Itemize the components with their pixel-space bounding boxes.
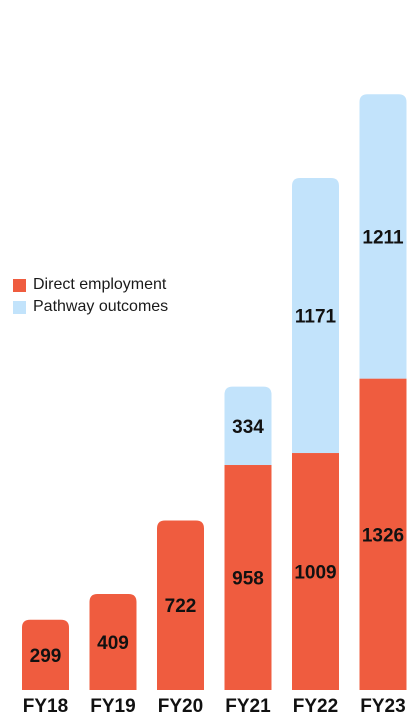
- bar-direct-employment-fy21: [224, 465, 272, 690]
- data-label-pathway-outcomes-fy22: 1171: [295, 307, 337, 328]
- data-label-direct-employment-fy22: 1009: [294, 563, 336, 584]
- x-tick-label-fy19: FY19: [90, 696, 135, 717]
- legend-swatch-direct-employment: [13, 278, 26, 292]
- x-tick-label-fy23: FY23: [360, 696, 405, 717]
- x-tick-label-fy21: FY21: [225, 696, 271, 717]
- bar-direct-employment-fy18: [22, 619, 69, 690]
- bar-pathway-outcomes-fy23: [359, 94, 407, 379]
- x-tick-label-fy22: FY22: [293, 696, 338, 717]
- bar-direct-employment-fy23: [359, 378, 407, 690]
- legend-item-direct-employment: Direct employment: [13, 274, 168, 296]
- bar-direct-employment-fy20: [157, 520, 204, 690]
- legend-item-pathway-outcomes: Pathway outcomes: [13, 296, 168, 318]
- data-label-direct-employment-fy19: 409: [97, 633, 129, 654]
- legend-swatch-pathway-outcomes: [13, 300, 26, 314]
- legend: Direct employment Pathway outcomes: [13, 274, 168, 318]
- data-label-direct-employment-fy20: 722: [165, 596, 197, 617]
- data-label-pathway-outcomes-fy21: 334: [232, 417, 264, 438]
- legend-label-direct-employment: Direct employment: [33, 276, 167, 293]
- bar-pathway-outcomes-fy21: [224, 386, 272, 466]
- x-tick-label-fy18: FY18: [23, 696, 68, 717]
- bar-pathway-outcomes-fy22: [292, 178, 339, 454]
- data-label-direct-employment-fy21: 958: [232, 569, 264, 590]
- data-label-direct-employment-fy18: 299: [30, 646, 62, 667]
- bar-direct-employment-fy22: [292, 453, 339, 690]
- bar-direct-employment-fy19: [89, 593, 137, 690]
- data-label-direct-employment-fy23: 1326: [362, 525, 404, 546]
- data-label-pathway-outcomes-fy23: 1211: [362, 227, 404, 248]
- x-tick-label-fy20: FY20: [158, 696, 203, 717]
- legend-label-pathway-outcomes: Pathway outcomes: [33, 298, 169, 315]
